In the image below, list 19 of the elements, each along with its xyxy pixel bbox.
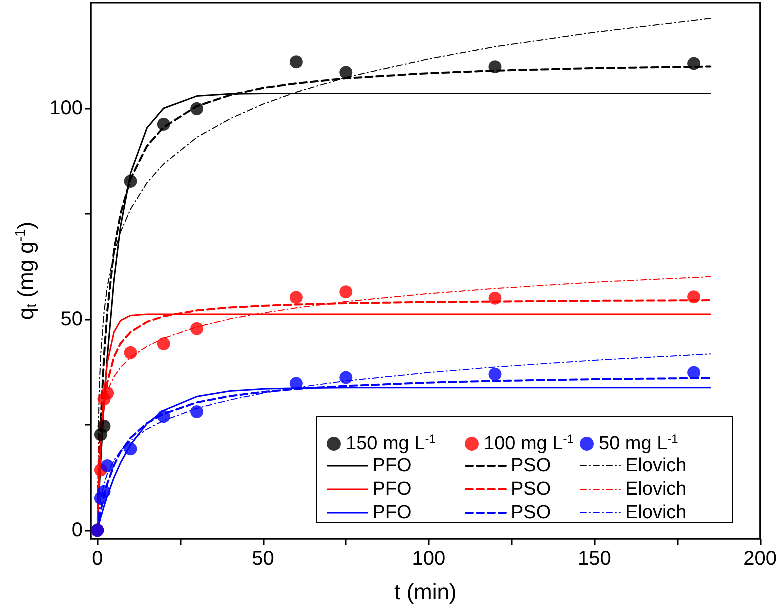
y-axis-title: qt (mg g-1): [12, 222, 39, 320]
legend-label: PFO: [372, 502, 412, 524]
x-tick-label: 0: [92, 548, 104, 570]
legend-label: PSO: [511, 502, 552, 524]
legend-label: Elovich: [626, 479, 687, 500]
legend-label: PFO: [372, 456, 412, 476]
x-tick-label: 50: [252, 548, 274, 570]
y-tick-label: 100: [50, 98, 83, 120]
x-tick-label: 200: [744, 548, 778, 570]
y-tick-label: 50: [60, 308, 83, 331]
legend-label: Elovich: [626, 502, 687, 524]
x-tick-label: 100: [412, 548, 446, 570]
legend-label: Elovich: [626, 456, 687, 476]
x-tick-label: 150: [578, 548, 612, 570]
legend-label: PSO: [511, 479, 552, 500]
y-tick-label: 0: [72, 520, 83, 542]
x-axis-title: t (min): [394, 580, 457, 604]
legend-label: PSO: [511, 456, 552, 476]
legend-label: PFO: [372, 479, 412, 500]
